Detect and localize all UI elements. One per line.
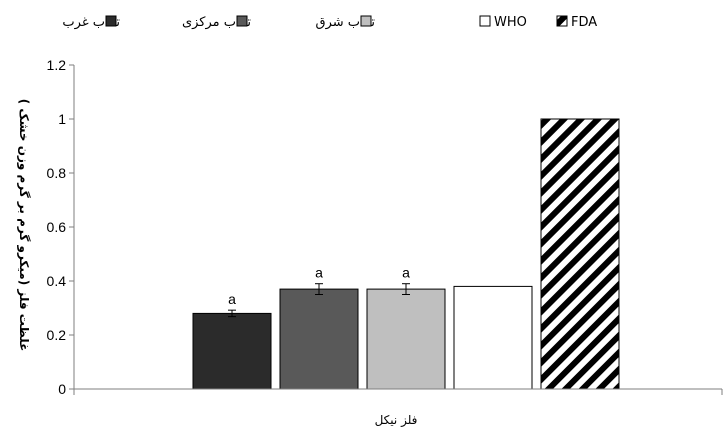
legend-item: WHO [479, 15, 527, 30]
y-tick-label: 0 [58, 381, 66, 397]
bar-2 [279, 288, 359, 390]
legend-item: FDA [556, 15, 597, 30]
legend-label: تالاب مرکزی [182, 15, 251, 30]
legend-item: تالاب شرق [315, 15, 375, 30]
y-tick-label: 0.6 [47, 219, 67, 235]
y-axis: 0 0.2 0.4 0.6 0.8 1 1.2 [47, 57, 75, 397]
legend: تالاب غرب تالاب مرکزی تالاب شرق WHO FDA [62, 15, 597, 30]
legend-swatch [105, 15, 117, 27]
bars: a a a [192, 118, 620, 390]
bar-3 [366, 288, 446, 390]
legend-label: FDA [571, 15, 597, 30]
y-tick-label: 0.8 [47, 165, 67, 181]
legend-swatch [479, 15, 491, 27]
significance-label: a [228, 291, 236, 307]
y-tick-label: 0.2 [47, 327, 67, 343]
y-tick-label: 1 [58, 111, 66, 127]
bar-5 [540, 118, 620, 390]
y-tick-label: 0.4 [47, 273, 67, 289]
legend-item: تالاب غرب [62, 15, 120, 30]
legend-label: WHO [494, 15, 527, 30]
x-category-label: فلز نیکل [375, 413, 418, 427]
significance-label: a [315, 265, 323, 281]
x-axis: فلز نیکل [73, 388, 723, 427]
significance-label: a [402, 265, 410, 281]
y-axis-title: غلظت فلز (میکرو گرم بر گرم وزن خشک ) [16, 99, 31, 352]
y-tick-label: 1.2 [47, 57, 67, 73]
legend-item: تالاب مرکزی [182, 15, 251, 30]
legend-swatch [556, 15, 568, 27]
bar-1 [192, 312, 272, 390]
bar-4 [453, 285, 533, 390]
legend-label: تالاب شرق [315, 15, 375, 30]
legend-swatch [360, 15, 372, 27]
legend-swatch [236, 15, 248, 27]
